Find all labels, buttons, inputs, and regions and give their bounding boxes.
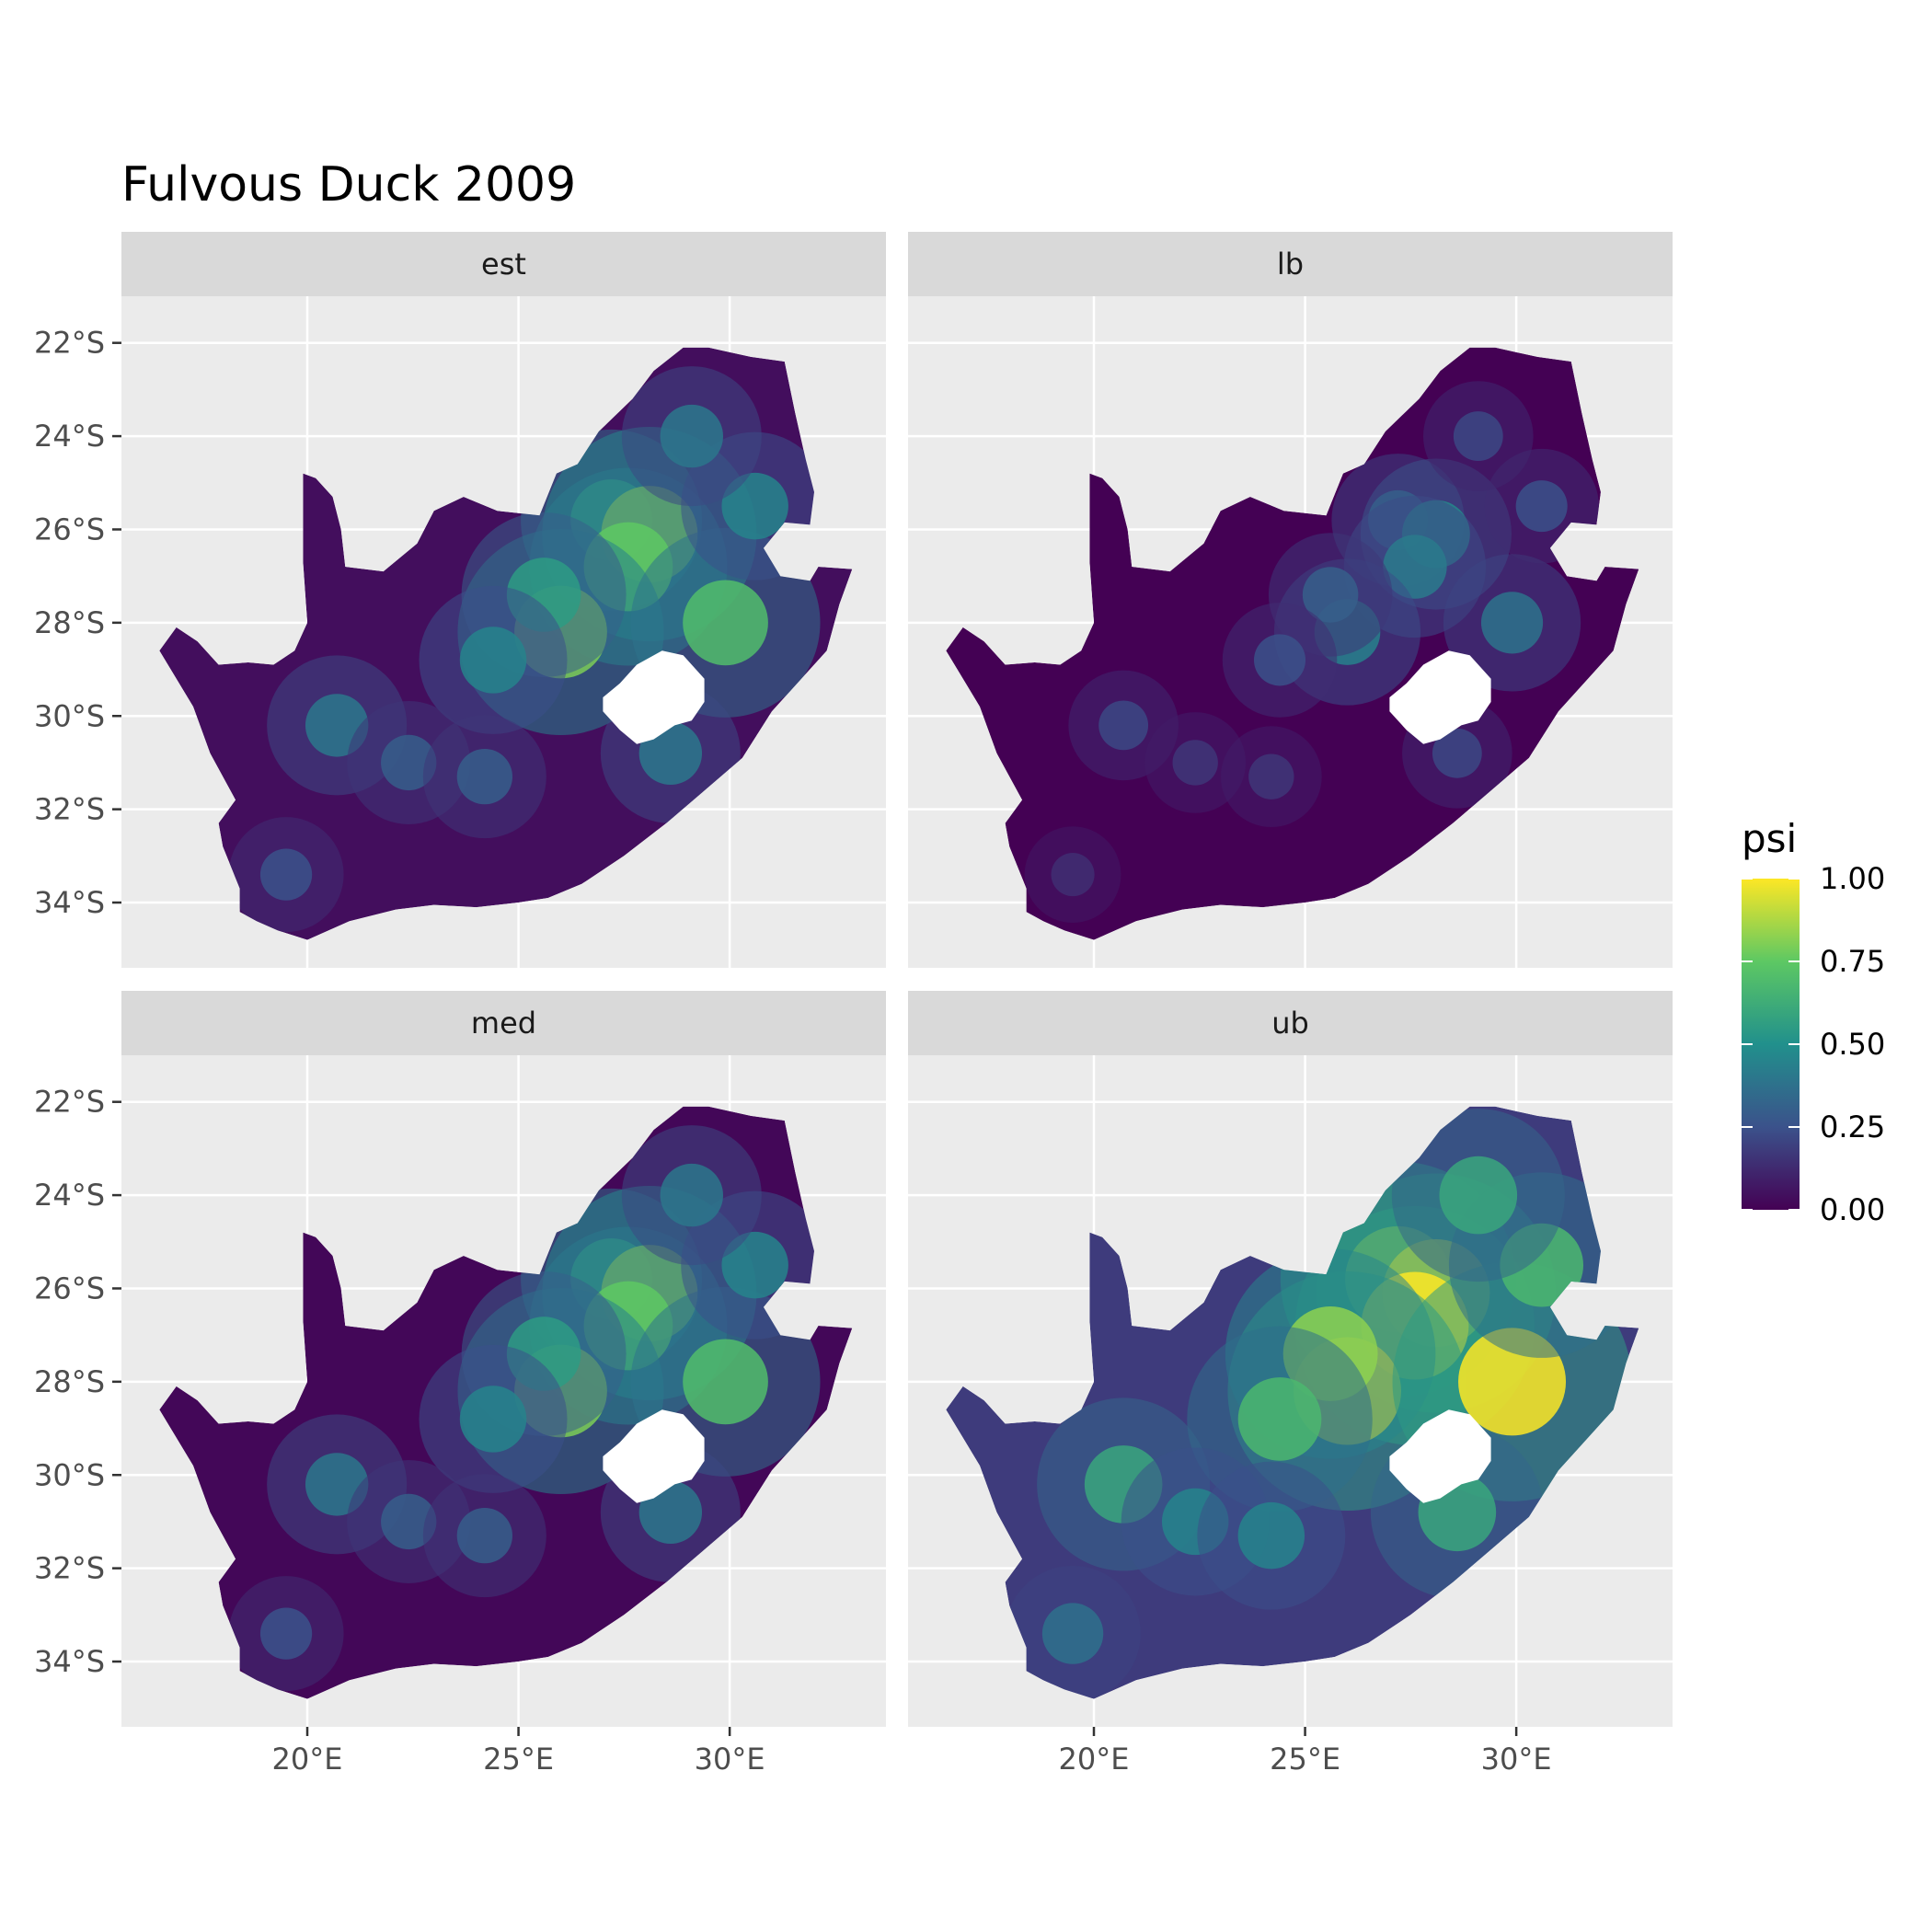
- psi-hotspot-core: [456, 1508, 512, 1564]
- psi-hotspot-core: [660, 404, 724, 468]
- psi-hotspot-core: [721, 472, 788, 540]
- psi-hotspot-core: [1248, 753, 1294, 799]
- psi-hotspot-core: [1432, 728, 1482, 778]
- legend-label: 0.25: [1820, 1110, 1885, 1144]
- y-tick-label: 26°S: [34, 1271, 105, 1305]
- x-tick-label: 20°E: [1059, 1742, 1130, 1777]
- psi-surface: [946, 347, 1639, 940]
- psi-hotspot-core: [683, 1339, 768, 1425]
- psi-hotspot-core: [259, 848, 313, 901]
- legend-title: psi: [1742, 816, 1797, 861]
- psi-hotspot-core: [1453, 411, 1503, 461]
- y-tick-label: 34°S: [34, 1644, 105, 1679]
- facet-panel-ub: ub 20°E 25°E 30°E: [908, 991, 1673, 1777]
- psi-hotspot-core: [456, 749, 512, 805]
- facet-strip: [908, 232, 1673, 296]
- psi-hotspot-core: [683, 580, 768, 666]
- psi-hotspot-core: [1237, 1501, 1305, 1570]
- facet-strip: [908, 991, 1673, 1055]
- psi-hotspot-core: [459, 627, 527, 694]
- psi-hotspot-core: [1172, 740, 1218, 786]
- lesotho-gap: [1389, 1409, 1491, 1503]
- x-tick-label: 30°E: [1481, 1742, 1552, 1777]
- y-tick-label: 28°S: [34, 1364, 105, 1399]
- y-tick-label: 34°S: [34, 885, 105, 920]
- x-tick-label: 25°E: [1270, 1742, 1340, 1777]
- y-tick-label: 32°S: [34, 1551, 105, 1586]
- psi-hotspot-core: [459, 1386, 527, 1453]
- facet-panels: est 22°S 24°S 26°S 28°S 30°S 32°S 34°S lb med 22°S…: [34, 232, 1673, 1777]
- psi-hotspot-core: [1302, 567, 1359, 623]
- facet-strip-label: med: [471, 1006, 536, 1041]
- legend-ticks: 1.00 0.75 0.50 0.25 0.00: [1742, 861, 1885, 1227]
- x-tick-label: 30°E: [695, 1742, 765, 1777]
- y-tick-label: 28°S: [34, 605, 105, 640]
- psi-hotspot-core: [721, 1231, 788, 1299]
- psi-hotspot-core: [1515, 480, 1568, 533]
- facet-panel-lb: lb: [908, 232, 1673, 968]
- chart-title: Fulvous Duck 2009: [121, 157, 576, 213]
- facet-strip: [121, 232, 886, 296]
- legend-label: 0.75: [1820, 944, 1885, 979]
- y-tick-label: 26°S: [34, 512, 105, 546]
- lesotho-gap: [1389, 650, 1491, 744]
- psi-hotspot-core: [1439, 1156, 1518, 1235]
- facet-strip-label: est: [481, 247, 526, 282]
- psi-hotspot-core: [1480, 592, 1544, 654]
- psi-hotspot-core: [259, 1607, 313, 1660]
- facet-panel-med: med 22°S 24°S 26°S 28°S 30°S 32°S 34°S 20°E 25°E 3…: [34, 991, 886, 1777]
- y-tick-label: 30°S: [34, 698, 105, 733]
- psi-hotspot-core: [1051, 853, 1095, 897]
- psi-hotspot-core: [1253, 634, 1306, 686]
- facet-strip: [121, 991, 886, 1055]
- y-tick-label: 22°S: [34, 326, 105, 361]
- psi-surface: [159, 1106, 853, 1699]
- lesotho-gap: [603, 1409, 705, 1503]
- facet-strip-label: ub: [1271, 1006, 1309, 1041]
- psi-hotspot-core: [1098, 700, 1149, 751]
- y-tick-label: 32°S: [34, 792, 105, 827]
- lesotho-gap: [603, 650, 705, 744]
- facet-strip-label: lb: [1277, 247, 1304, 282]
- y-tick-label: 24°S: [34, 419, 105, 454]
- y-tick-label: 22°S: [34, 1085, 105, 1120]
- psi-hotspot-core: [1041, 1603, 1104, 1664]
- psi-hotspot-core: [381, 1493, 437, 1550]
- legend-label: 0.50: [1820, 1027, 1885, 1062]
- psi-hotspot-core: [660, 1163, 724, 1227]
- legend-label: 1.00: [1820, 861, 1885, 896]
- x-tick-label: 25°E: [483, 1742, 554, 1777]
- psi-hotspot-core: [1237, 1377, 1322, 1461]
- facet-panel-est: est 22°S 24°S 26°S 28°S 30°S 32°S 34°S: [34, 232, 886, 968]
- legend: psi 1.00 0.75 0.50 0.25 0.00: [1742, 816, 1885, 1227]
- y-tick-label: 30°S: [34, 1457, 105, 1492]
- psi-surface: [946, 1106, 1639, 1699]
- y-tick-label: 24°S: [34, 1178, 105, 1213]
- psi-hotspot-core: [381, 734, 437, 791]
- legend-label: 0.00: [1820, 1192, 1885, 1227]
- x-tick-label: 20°E: [272, 1742, 343, 1777]
